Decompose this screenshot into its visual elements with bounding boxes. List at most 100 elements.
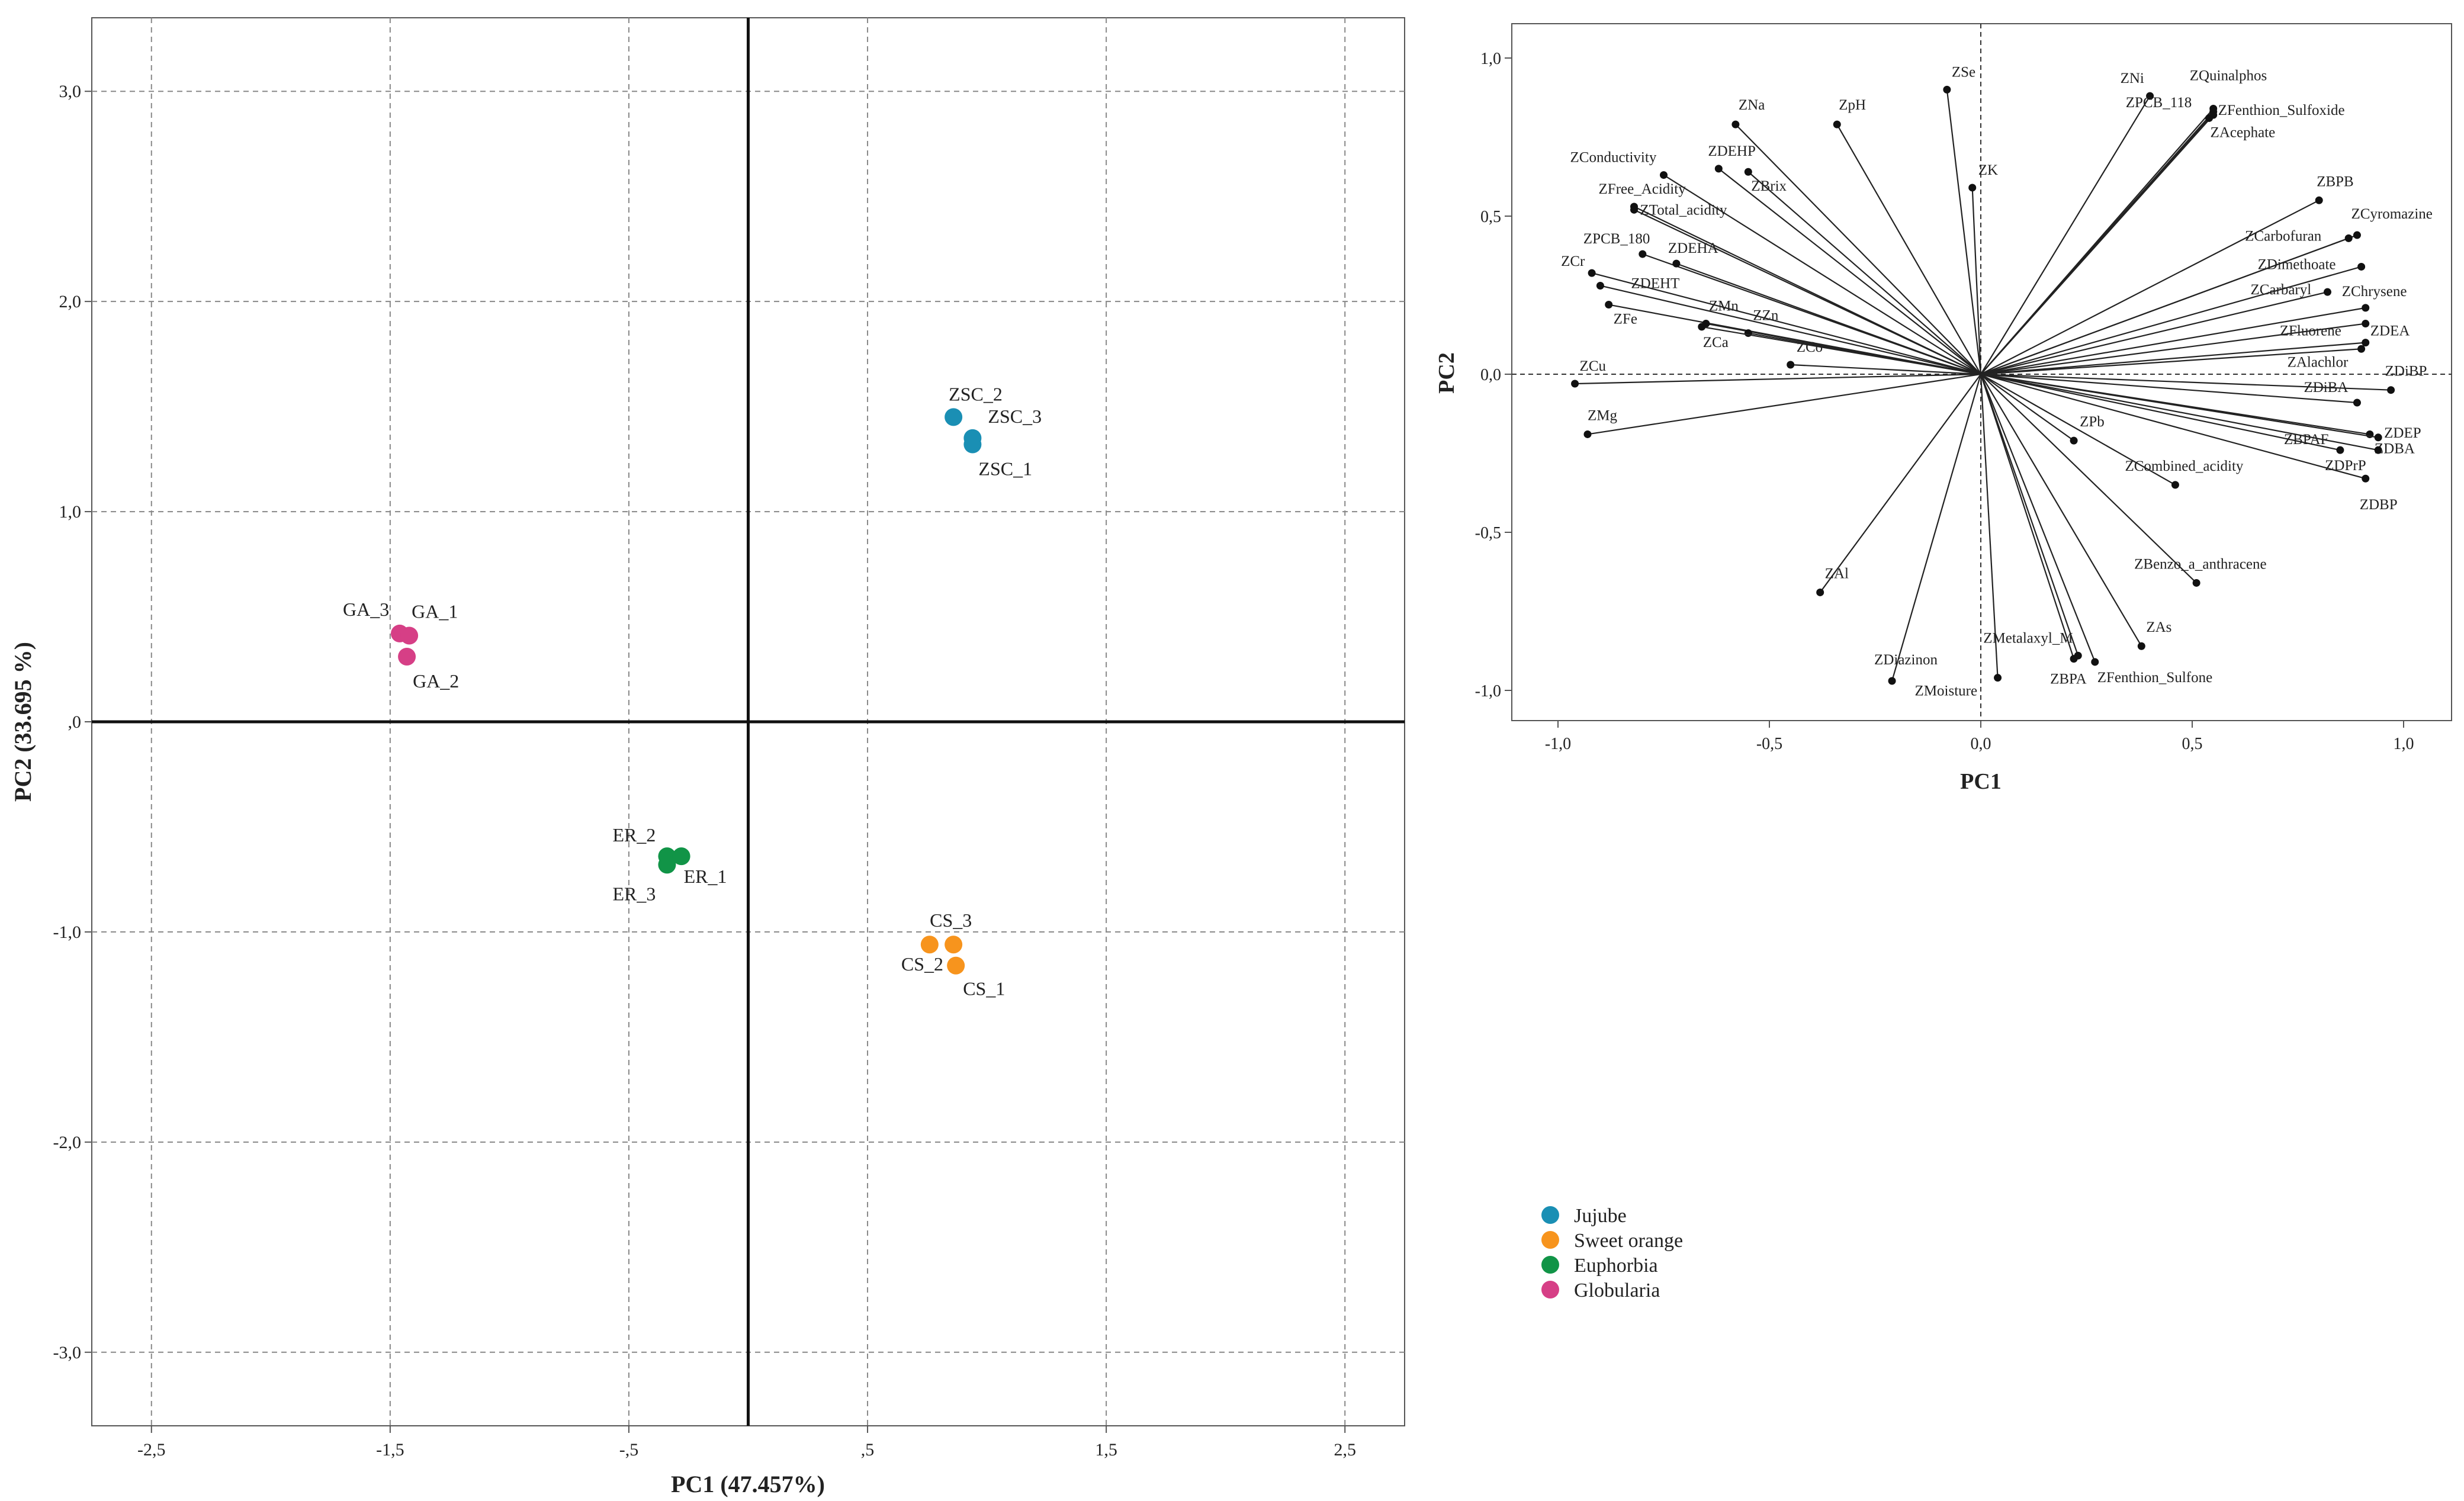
vector-line-zbrix: [1747, 171, 1981, 375]
point-ga-2: [398, 647, 416, 666]
vector-label-zmoisture: ZMoisture: [1915, 683, 1978, 699]
vector-line-zcarbofuran: [1980, 237, 2349, 375]
vector-label-zni: ZNi: [2121, 70, 2144, 86]
loadings-tick-labels: -1,0 -0,5 0,0 0,5 1,0 1,0 0,5 0,0 -0,5 -1,0: [1475, 50, 2414, 753]
vector-zdeha: ZDEHA: [1668, 240, 1981, 375]
vector-line-zcombined-acidity: [1980, 374, 2176, 486]
vector-point-zdimethoate: [2357, 262, 2366, 271]
vector-label-zmn: ZMn: [1709, 298, 1739, 314]
vector-line-zni: [1980, 95, 2151, 375]
loadings-x-tick-label: -1,0: [1545, 735, 1571, 753]
point-label-er-3: ER_3: [612, 883, 656, 904]
scores-plot: -2,5 -1,5 -,5 ,5 1,5 2,5 3,0 2,0 1,0 ,0 -1,0 -2,0 -3…: [9, 17, 1405, 1497]
vector-zdiazinon: ZDiazinon: [1874, 374, 1982, 685]
point-label-ga-3: GA_3: [343, 599, 389, 620]
scores-x-tick-label: ,5: [861, 1440, 875, 1460]
vector-line-zdiba: [1980, 373, 2357, 404]
scores-x-tick-label: -2,5: [137, 1440, 166, 1460]
vector-label-zpcb-180: ZPCB_180: [1583, 231, 1650, 247]
vector-line-zbpa: [1980, 374, 2075, 659]
point-label-cs-3: CS_3: [930, 909, 972, 931]
vector-point-zconductivity: [1660, 171, 1668, 179]
vector-line-zbenzo-a-anthracene: [1980, 374, 2197, 584]
vector-line-zas: [1980, 374, 2142, 647]
vector-zconductivity: ZConductivity: [1570, 150, 1981, 375]
vector-line-zdibp: [1980, 373, 2391, 391]
point-label-cs-1: CS_1: [963, 978, 1005, 999]
vector-line-zbpaf: [1980, 373, 2341, 451]
vector-point-zbpaf: [2336, 446, 2344, 454]
vector-label-zdiazinon: ZDiazinon: [1874, 652, 1938, 668]
vector-label-zfe: ZFe: [1614, 311, 1637, 327]
scores-x-tick-label: 2,5: [1334, 1440, 1356, 1460]
vector-point-zfluorene: [2362, 320, 2370, 328]
loadings-y-tick-label: 0,0: [1480, 366, 1501, 384]
vector-line-zconductivity: [1663, 174, 1981, 375]
scores-x-tick-label: -1,5: [376, 1440, 404, 1460]
scores-y-tick-label: 3,0: [59, 82, 82, 101]
vector-zk: ZK: [1968, 162, 1998, 375]
vector-zalachlor: ZAlachlor: [1980, 345, 2366, 375]
vector-point-zdep: [2374, 433, 2382, 442]
vector-label-zcyromazine: ZCyromazine: [2351, 206, 2432, 222]
series-globularia: GA_3 GA_1 GA_2: [343, 599, 459, 692]
loadings-plot: -1,0 -0,5 0,0 0,5 1,0 1,0 0,5 0,0 -0,5 -1,0 ZNa Zp…: [1434, 23, 2452, 794]
vector-zse: ZSe: [1943, 64, 1982, 375]
legend-label-sweet-orange: Sweet orange: [1574, 1230, 1683, 1252]
vector-point-zni: [2146, 92, 2154, 100]
vector-zdprp: ZDPrP: [1980, 373, 2382, 474]
vector-label-zquinalphos: ZQuinalphos: [2190, 68, 2267, 83]
vector-label-zk: ZK: [1978, 162, 1998, 178]
vector-line-zacephate: [1980, 117, 2210, 375]
vector-point-zco: [1787, 361, 1795, 369]
vector-zas: ZAs: [1980, 374, 2171, 650]
vector-line-zchrysene: [1980, 307, 2366, 375]
vector-ztotal-acidity: ZTotal_acidity: [1630, 202, 1981, 375]
vector-point-zfenthion-sulfone: [2091, 658, 2099, 666]
loadings-y-tick-label: -1,0: [1475, 682, 1501, 700]
vector-zdep: ZDEP: [1980, 373, 2421, 442]
vector-line-zse: [1946, 89, 1982, 375]
vector-point-zchrysene: [2362, 304, 2370, 312]
scores-y-axis-title: PC2 (33.695 %): [9, 642, 36, 802]
vector-label-zpcb-118: ZPCB_118: [2126, 95, 2192, 111]
vector-zal: ZAl: [1816, 374, 1981, 596]
vector-label-zdea: ZDEA: [2370, 323, 2410, 339]
vector-line-zna: [1735, 124, 1981, 375]
vector-zph: ZpH: [1833, 97, 1981, 375]
vector-label-zchrysene: ZChrysene: [2342, 284, 2407, 300]
vector-label-zal: ZAl: [1825, 565, 1849, 581]
vector-line-zco: [1790, 364, 1981, 375]
loadings-x-tick-label: 0,5: [2182, 735, 2203, 753]
vector-point-zdeht: [1596, 281, 1604, 290]
vector-point-zfe: [1605, 301, 1613, 309]
vector-point-zbpb: [2315, 196, 2323, 204]
vector-label-zdeht: ZDEHT: [1631, 275, 1679, 291]
vector-point-zal: [1816, 588, 1824, 596]
vector-line-zfluorene: [1980, 323, 2366, 375]
vector-line-zfenthion-sulfone: [1980, 374, 2096, 663]
point-cs-3: [945, 936, 963, 954]
vector-point-zdiba: [2353, 398, 2361, 407]
vector-zni: ZNi: [1980, 70, 2154, 375]
vector-point-zse: [1943, 85, 1951, 94]
vector-zmoisture: ZMoisture: [1915, 374, 2002, 699]
vector-label-zbpb: ZBPB: [2317, 173, 2354, 189]
vector-zca: ZCa: [1698, 323, 1981, 375]
vector-label-zconductivity: ZConductivity: [1570, 150, 1657, 166]
vector-label-zph: ZpH: [1839, 97, 1866, 113]
scores-y-tick-label: -3,0: [53, 1343, 82, 1362]
legend-marker-euphorbia: [1541, 1256, 1559, 1274]
vector-label-zse: ZSe: [1952, 64, 1975, 80]
vector-zdibp: ZDiBP: [1980, 364, 2427, 394]
point-er-1: [672, 847, 690, 866]
vector-line-zdimethoate: [1980, 266, 2362, 375]
vector-zna: ZNa: [1731, 97, 1981, 375]
vector-point-zdeha: [1672, 259, 1681, 268]
vector-line-zbpb: [1980, 200, 2320, 375]
vector-zmg: ZMg: [1583, 373, 1981, 438]
point-label-er-2: ER_2: [612, 824, 656, 846]
vector-line-zph: [1836, 124, 1981, 375]
vector-line-zalachlor: [1980, 348, 2362, 375]
